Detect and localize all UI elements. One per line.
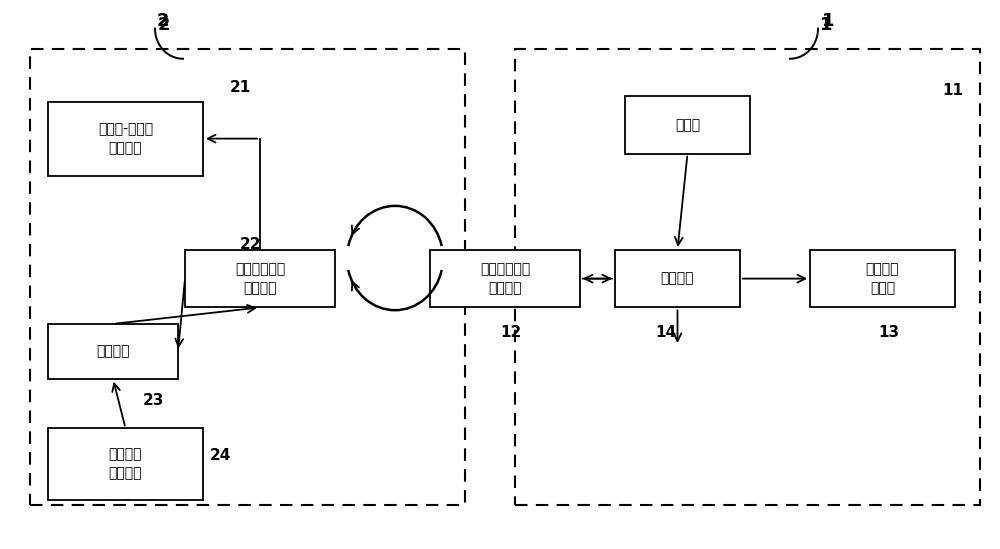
Text: 14: 14 bbox=[655, 324, 676, 340]
Bar bbox=[625, 96, 750, 154]
Text: 2: 2 bbox=[157, 12, 170, 30]
Bar bbox=[48, 102, 203, 176]
Bar bbox=[810, 250, 955, 307]
Bar bbox=[615, 250, 740, 307]
Bar bbox=[515, 49, 980, 505]
Text: 23: 23 bbox=[143, 393, 164, 408]
Bar bbox=[48, 428, 203, 500]
Text: 主控制器: 主控制器 bbox=[661, 272, 694, 285]
Bar bbox=[30, 49, 465, 505]
Text: 红绿灯-倒计时
显示模块: 红绿灯-倒计时 显示模块 bbox=[98, 122, 153, 155]
Bar bbox=[430, 250, 580, 307]
Text: 12: 12 bbox=[500, 324, 521, 340]
Text: 辅控制器: 辅控制器 bbox=[96, 344, 130, 358]
Text: 传感器: 传感器 bbox=[675, 118, 700, 132]
Text: 2: 2 bbox=[158, 16, 170, 33]
Text: 11: 11 bbox=[942, 83, 963, 98]
Text: 22: 22 bbox=[240, 237, 262, 252]
Text: 第一无线数据
传输模块: 第一无线数据 传输模块 bbox=[480, 262, 530, 295]
Text: 1: 1 bbox=[822, 12, 834, 30]
Text: 路口选择
编码开关: 路口选择 编码开关 bbox=[109, 447, 142, 481]
Text: 第二无线数据
传输模块: 第二无线数据 传输模块 bbox=[235, 262, 285, 295]
Bar bbox=[185, 250, 335, 307]
Text: 21: 21 bbox=[230, 80, 251, 96]
Text: 有线传输
适配器: 有线传输 适配器 bbox=[866, 262, 899, 295]
Bar bbox=[48, 324, 178, 379]
Text: 1: 1 bbox=[820, 16, 832, 33]
Text: 13: 13 bbox=[878, 324, 899, 340]
Text: 24: 24 bbox=[210, 448, 231, 463]
